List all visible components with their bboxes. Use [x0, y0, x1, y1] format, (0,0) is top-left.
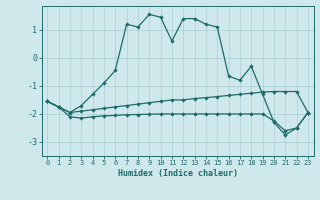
X-axis label: Humidex (Indice chaleur): Humidex (Indice chaleur) — [118, 169, 237, 178]
